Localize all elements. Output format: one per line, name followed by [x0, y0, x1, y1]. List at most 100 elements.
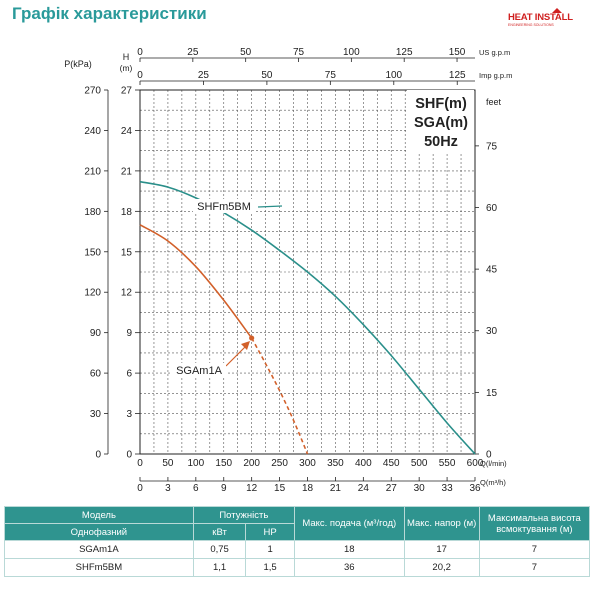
tick-label-q-lmin: 200	[243, 458, 260, 469]
tick-label-feet: 45	[486, 265, 498, 276]
tick-label-us-gpm: 50	[240, 47, 252, 58]
tick-label-h: 21	[121, 166, 133, 177]
tick-label-q-lmin: 350	[327, 458, 344, 469]
th-power: Потужність	[192, 506, 295, 524]
tick-label-q-m3h: 3	[165, 483, 171, 494]
th-kw: кВт	[192, 523, 247, 541]
tick-label-imp-gpm: 125	[449, 70, 466, 81]
tick-label-h: 24	[121, 126, 133, 137]
tick-label-p: 30	[90, 409, 102, 420]
logo-text: HEAT INSTALL	[508, 12, 573, 23]
tick-label-q-lmin: 0	[137, 458, 143, 469]
table-row: SGAm1A 0,75 1 18 17 7	[4, 540, 591, 559]
th-model: Модель	[4, 506, 194, 524]
tick-label-p: 270	[84, 86, 101, 97]
axis-label-h-unit: (m)	[120, 63, 133, 73]
tick-label-feet: 75	[486, 141, 498, 152]
cell-suction: 7	[478, 540, 591, 559]
annotation-bg-sga	[172, 363, 226, 377]
cell-head: 20,2	[403, 558, 480, 577]
series-line-sgam1a	[139, 224, 253, 339]
tick-label-p: 90	[90, 328, 102, 339]
tick-label-imp-gpm: 50	[261, 70, 273, 81]
tick-label-p: 120	[84, 288, 101, 299]
page-title: Графік характеристики	[12, 4, 207, 23]
chart-series	[139, 180, 476, 455]
tick-label-q-m3h: 0	[137, 483, 143, 494]
chart-title-line: SGA(m)	[414, 115, 468, 131]
tick-label-q-m3h: 24	[358, 483, 370, 494]
tick-label-imp-gpm: 25	[198, 70, 210, 81]
tick-label-p: 210	[84, 166, 101, 177]
tick-label-us-gpm: 125	[396, 47, 413, 58]
tick-label-h: 3	[126, 409, 132, 420]
th-max-flow: Макс. подача (м³/год)	[293, 506, 405, 541]
tick-label-feet: 30	[486, 326, 498, 337]
annotation-leader-shf	[257, 205, 283, 208]
heat-install-logo: HEAT INSTALL ENGINEERING SOLUTIONS	[508, 8, 598, 30]
title-box	[407, 90, 474, 154]
cell-kw: 0,75	[192, 540, 247, 559]
cell-flow: 36	[293, 558, 405, 577]
tick-label-q-m3h: 27	[386, 483, 398, 494]
tick-label-us-gpm: 150	[449, 47, 466, 58]
tick-label-q-m3h: 12	[246, 483, 258, 494]
tick-label-q-lmin: 550	[439, 458, 456, 469]
tick-label-q-lmin: 100	[187, 458, 204, 469]
cell-flow: 18	[293, 540, 405, 559]
axis-label-feet: feet	[486, 97, 502, 107]
table-row: SHFm5BM 1,1 1,5 36 20,2 7	[4, 558, 591, 577]
axis-label-p: P(kPa)	[64, 59, 92, 69]
axis-label-us-gpm: US g.p.m	[479, 48, 510, 57]
th-max-head: Макс. напор (м)	[403, 506, 480, 541]
axis-label-imp-gpm: Imp g.p.m	[479, 71, 512, 80]
cell-kw: 1,1	[192, 558, 247, 577]
tick-label-q-m3h: 6	[193, 483, 199, 494]
th-hp: HP	[245, 523, 295, 541]
annotation-leader-sga	[225, 343, 249, 367]
annotation-shfm5bm: SHFm5BM	[197, 201, 251, 213]
axis-label-h: H	[123, 52, 130, 62]
th-single-phase: Однофазний	[4, 523, 194, 541]
cell-suction: 7	[478, 558, 591, 577]
tick-label-feet: 15	[486, 388, 498, 399]
pump-performance-chart: 0 50 100 150 200 250 300 350 400 450 500 550 600Q(l/…	[64, 47, 512, 494]
cell-head: 17	[403, 540, 480, 559]
tick-label-h: 15	[121, 247, 133, 258]
tick-label-p: 60	[90, 369, 102, 380]
tick-label-q-lmin: 600	[467, 458, 484, 469]
tick-label-q-lmin: 300	[299, 458, 316, 469]
tick-label-q-m3h: 18	[302, 483, 314, 494]
cell-model: SHFm5BM	[4, 558, 194, 577]
tick-label-feet: 60	[486, 203, 498, 214]
tick-label-q-m3h: 15	[274, 483, 286, 494]
tick-label-feet: 0	[486, 450, 492, 461]
specs-table: Модель Потужність Макс. подача (м³/год) …	[4, 506, 591, 577]
tick-label-q-m3h: 36	[469, 483, 481, 494]
cell-model: SGAm1A	[4, 540, 194, 559]
cell-hp: 1,5	[245, 558, 295, 577]
tick-label-h: 6	[126, 369, 132, 380]
point-sgam1a	[249, 335, 255, 341]
tick-label-imp-gpm: 75	[325, 70, 337, 81]
chart-labels: SHF(m) SGA(m) 50Hz SHFm5BM SGAm1A	[172, 90, 474, 377]
th-max-suction: Максимальна висота всмоктування (м)	[478, 506, 591, 541]
chart-title-line: 50Hz	[424, 134, 458, 150]
tick-label-us-gpm: 0	[137, 47, 143, 58]
tick-label-q-m3h: 33	[442, 483, 454, 494]
tick-label-imp-gpm: 0	[137, 70, 143, 81]
logo-subtext: ENGINEERING SOLUTIONS	[508, 23, 554, 27]
annotation-sgam1a: SGAm1A	[176, 365, 223, 377]
tick-label-us-gpm: 100	[343, 47, 360, 58]
cell-hp: 1	[245, 540, 295, 559]
tick-label-h: 18	[121, 207, 133, 218]
house-roof-icon	[552, 8, 562, 13]
annotation-arrow-sga	[241, 341, 250, 350]
tick-label-q-lmin: 250	[271, 458, 288, 469]
tick-label-q-lmin: 500	[411, 458, 428, 469]
series-line-sgam1a-dashed	[250, 337, 309, 455]
tick-label-q-m3h: 9	[221, 483, 227, 494]
tick-label-q-m3h: 21	[330, 483, 342, 494]
axis-label-q-m3h: Q(m³/h)	[480, 478, 506, 487]
tick-label-h: 27	[121, 86, 133, 97]
